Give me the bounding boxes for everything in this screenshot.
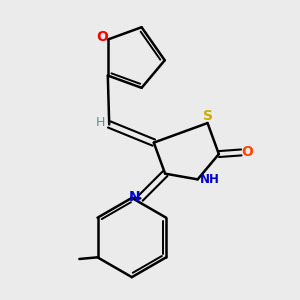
Text: NH: NH — [200, 173, 220, 186]
Text: S: S — [203, 110, 213, 123]
Text: O: O — [96, 30, 108, 44]
Text: O: O — [241, 146, 253, 159]
Text: H: H — [95, 116, 105, 129]
Text: N: N — [129, 190, 140, 204]
